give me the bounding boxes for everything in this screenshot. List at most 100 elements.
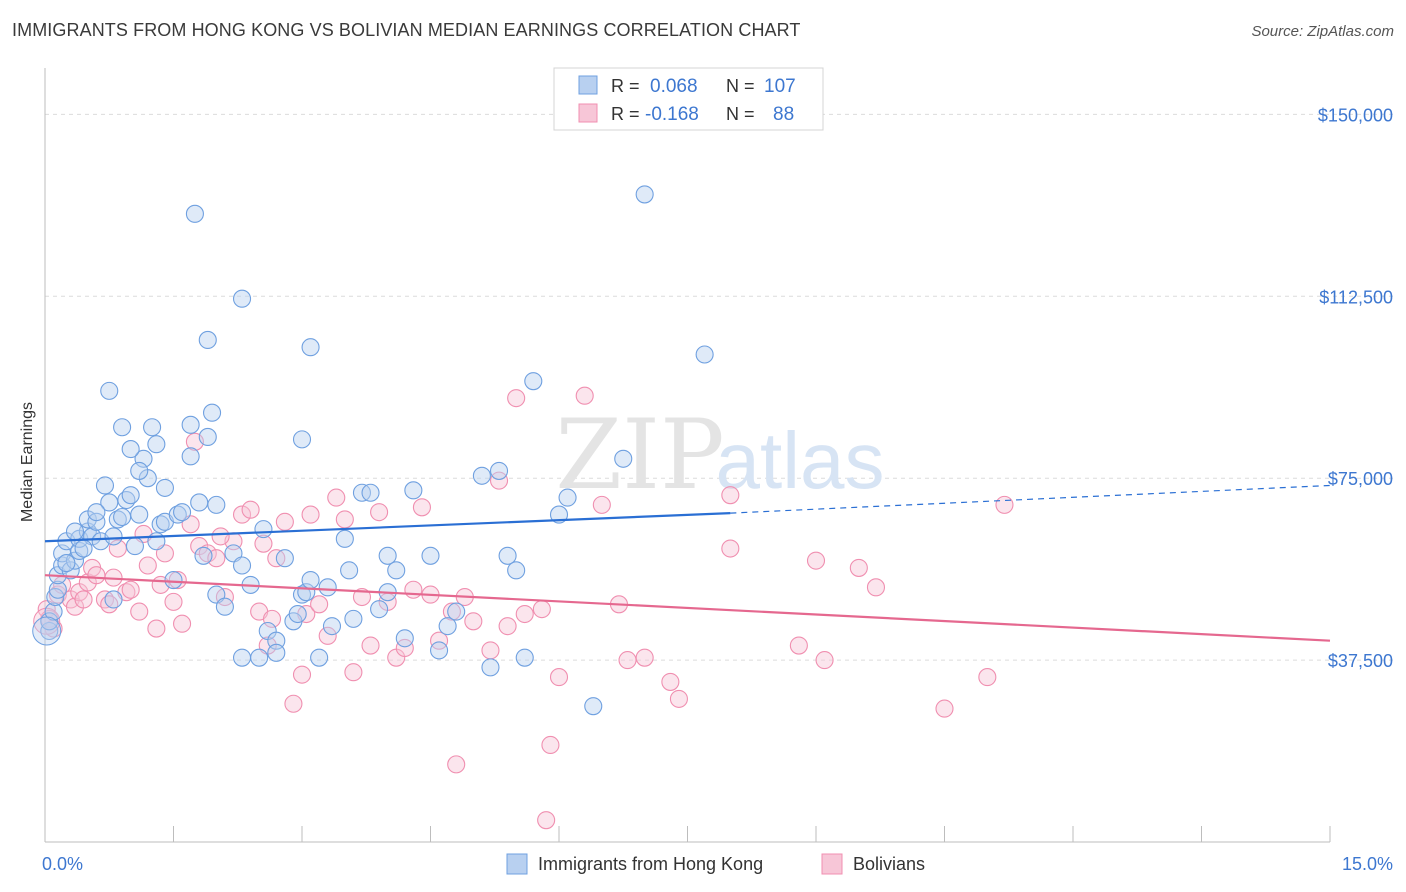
y-axis-label: Median Earnings (19, 402, 36, 522)
data-point (412, 498, 431, 517)
axes (44, 68, 1331, 843)
data-point (181, 447, 200, 466)
data-point (322, 617, 342, 636)
data-point (301, 505, 320, 524)
data-point (254, 520, 273, 539)
data-point (344, 663, 363, 682)
stats-legend: R = 0.068 N = 107 R = -0.168 N = 88 (553, 67, 824, 131)
data-point (387, 561, 406, 580)
data-point (292, 430, 312, 449)
data-point (65, 522, 85, 541)
data-point (498, 617, 517, 636)
data-point (489, 471, 509, 490)
data-point (592, 495, 611, 514)
data-point (143, 418, 162, 437)
watermark: ZIP atlas (555, 399, 884, 511)
data-point (275, 549, 294, 568)
bolivians-points (33, 386, 1014, 830)
series-legend: Immigrants from Hong Kong Bolivians (506, 853, 925, 875)
data-point (614, 449, 633, 468)
data-point (481, 658, 500, 677)
data-point (404, 481, 423, 500)
data-point (130, 505, 149, 524)
trend-line-bolivians (44, 574, 1331, 642)
data-point (584, 697, 603, 716)
watermark-atlas: atlas (716, 416, 885, 505)
data-point (288, 604, 307, 624)
trend-line-hong-kong (44, 512, 731, 543)
data-point (46, 587, 65, 607)
data-point (267, 643, 286, 662)
data-point (695, 345, 714, 364)
data-point (335, 529, 354, 548)
cluster-point (32, 616, 62, 646)
data-point (806, 551, 826, 570)
data-point (310, 595, 329, 614)
stats-swatch-blue (578, 75, 598, 95)
data-point (721, 486, 740, 505)
data-point (335, 510, 354, 529)
data-point (275, 512, 294, 531)
data-point (130, 602, 149, 621)
data-point (541, 735, 560, 755)
data-point (198, 427, 217, 447)
legend-label-bolivians: Bolivians (853, 854, 925, 874)
data-point (48, 580, 67, 599)
data-point (254, 534, 273, 553)
data-point (301, 338, 320, 357)
data-point (515, 604, 534, 624)
stats-n-value-pink: 88 (773, 104, 794, 125)
data-point (378, 546, 397, 565)
chart-title: IMMIGRANTS FROM HONG KONG VS BOLIVIAN ME… (12, 20, 801, 40)
data-point (524, 372, 543, 391)
data-point (849, 558, 868, 577)
stats-r-value-blue: 0.068 (650, 76, 698, 97)
data-point (340, 561, 359, 580)
data-point (361, 636, 380, 655)
data-point (57, 554, 76, 573)
data-point (232, 505, 252, 524)
data-point (549, 668, 569, 687)
source-note: Source: ZipAtlas.com (1251, 23, 1394, 40)
data-point (995, 495, 1014, 514)
data-point (232, 648, 252, 667)
data-point (935, 699, 954, 718)
data-point (185, 204, 204, 223)
stats-swatch-pink (578, 103, 598, 123)
data-point (138, 556, 157, 575)
trend-line-hong-kong-extension (730, 484, 1331, 514)
data-point (421, 546, 440, 565)
data-point (618, 651, 637, 670)
data-point (40, 621, 59, 641)
data-point (669, 689, 688, 708)
data-point (370, 600, 389, 619)
data-point (44, 602, 63, 621)
data-point (395, 629, 414, 648)
y-tick-labels: $37,500 $75,000 $112,500 $150,000 (1318, 105, 1393, 671)
data-point (95, 476, 115, 495)
y-tick-label: $75,000 (1328, 469, 1393, 489)
trend-lines (44, 484, 1331, 642)
data-point (284, 694, 303, 713)
data-point (464, 612, 483, 631)
data-point (87, 512, 106, 531)
legend-label-hong-kong: Immigrants from Hong Kong (538, 854, 763, 874)
data-point (203, 403, 222, 422)
stats-n-value-blue: 107 (764, 76, 796, 97)
data-point (507, 561, 526, 580)
data-point (104, 590, 123, 609)
data-point (104, 527, 123, 546)
y-tick-label: $150,000 (1318, 105, 1393, 125)
data-point (207, 495, 226, 514)
data-point (532, 600, 551, 619)
data-point (164, 571, 183, 590)
data-point (327, 488, 346, 507)
stats-r-label-pink: R = (611, 104, 640, 124)
data-point (575, 386, 594, 405)
data-point (194, 546, 213, 565)
data-point (113, 418, 132, 437)
cluster-point (33, 607, 61, 635)
data-point (87, 503, 106, 522)
data-point (292, 665, 312, 684)
